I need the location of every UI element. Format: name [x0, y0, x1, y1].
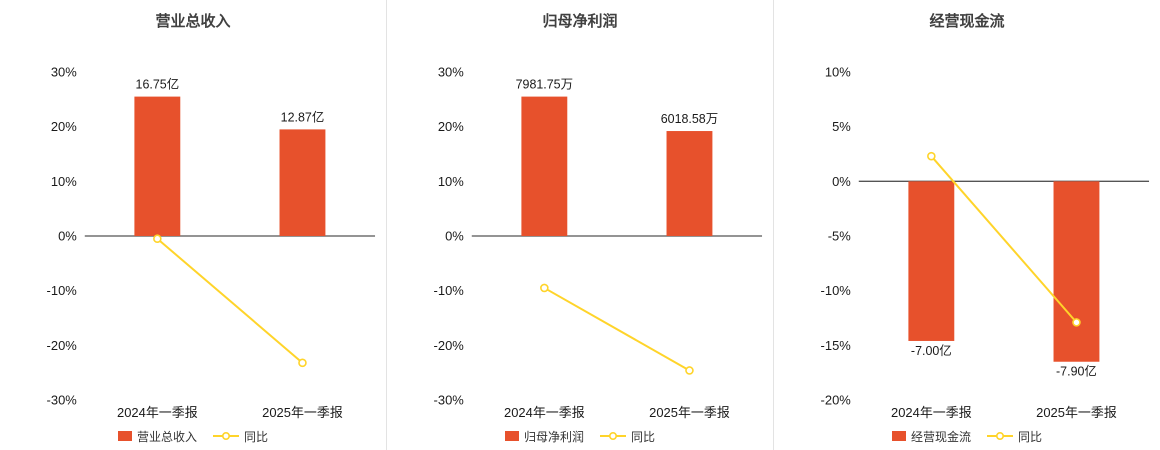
operating-revenue-legend: 营业总收入 同比 — [0, 422, 386, 450]
legend-label: 同比 — [631, 429, 656, 444]
bar-value-label: 16.75亿 — [136, 77, 180, 92]
y-tick-label: 20% — [438, 119, 464, 134]
legend-label: 同比 — [1018, 429, 1043, 444]
y-tick-label: -10% — [47, 283, 78, 298]
y-tick-label: -10% — [434, 283, 465, 298]
operating-revenue-chart: 30% 20% 10% 0% -10% -20% -30% 16.75亿 12.87亿 2024年… — [47, 64, 376, 420]
legend-label: 营业总收入 — [136, 429, 197, 444]
legend-item-series: 经营现金流 — [891, 428, 971, 445]
x-category-label: 2025年一季报 — [1036, 405, 1117, 420]
y-tick-label: -15% — [821, 338, 852, 353]
y-tick-label: 20% — [51, 119, 77, 134]
bar-value-label: 6018.58万 — [661, 112, 718, 126]
yoy-point — [153, 234, 162, 244]
legend-item-series: 归母净利润 — [504, 428, 584, 445]
operating-cash-flow-chart: 10% 5% 0% -5% -10% -15% -20% -7.00亿 -7.90亿 2024年一… — [821, 64, 1150, 420]
x-category-label: 2024年一季报 — [504, 405, 585, 420]
legend-item-yoy: 同比 — [987, 428, 1042, 445]
y-tick-label: 30% — [438, 64, 464, 79]
line-swatch-icon — [213, 431, 239, 441]
bar-1 — [1053, 181, 1100, 362]
x-category-label: 2024年一季报 — [891, 405, 972, 420]
y-tick-label: 0% — [58, 228, 77, 243]
y-tick-label: -5% — [828, 228, 852, 243]
legend-label: 归母净利润 — [523, 429, 584, 444]
net-profit-chart: 30% 20% 10% 0% -10% -20% -30% 7981.75万 6018.58万 2… — [434, 64, 763, 420]
y-tick-label: -10% — [821, 283, 852, 298]
bar-value-label: 12.87亿 — [281, 109, 325, 124]
x-category-label: 2025年一季报 — [649, 405, 730, 420]
x-category-label: 2024年一季报 — [117, 405, 198, 420]
y-tick-label: 10% — [825, 64, 851, 79]
chart-title-operating-cash-flow: 经营现金流 — [929, 13, 1005, 30]
y-tick-label: 30% — [51, 64, 77, 79]
yoy-point — [685, 366, 694, 375]
bar-0 — [521, 96, 568, 236]
operating-cash-flow-legend: 经营现金流 同比 — [774, 422, 1160, 450]
y-tick-label: -20% — [47, 338, 78, 353]
legend-label: 同比 — [244, 429, 269, 444]
y-tick-label: 0% — [832, 174, 851, 189]
yoy-line — [543, 287, 690, 372]
legend-item-yoy: 同比 — [600, 428, 655, 445]
x-category-label: 2025年一季报 — [262, 405, 343, 420]
bar-swatch-icon — [891, 431, 906, 441]
y-tick-label: 5% — [832, 119, 851, 134]
chart-panel-net-profit: 归母净利润 30% 20% 10% 0% -10% -20% -30% 7981.75万 601… — [386, 0, 773, 450]
chart-panel-operating-revenue: 营业总收入 30% 20% 10% 0% -10% -20% -30% 16.75亿 12.87… — [0, 0, 386, 450]
bar-value-label: -7.90亿 — [1056, 364, 1097, 379]
bar-swatch-icon — [504, 431, 519, 441]
bar-1 — [666, 131, 713, 236]
yoy-line — [930, 155, 1078, 324]
legend-item-series: 营业总收入 — [117, 428, 197, 445]
line-swatch-icon — [600, 431, 626, 441]
y-tick-label: -20% — [821, 392, 852, 407]
bar-1 — [279, 129, 326, 236]
net-profit-legend: 归母净利润 同比 — [387, 422, 773, 450]
chart-title-operating-revenue: 营业总收入 — [155, 13, 231, 30]
y-tick-label: 10% — [438, 174, 464, 189]
bar-value-label: 7981.75万 — [516, 78, 573, 92]
y-tick-label: -30% — [434, 392, 465, 407]
yoy-point — [540, 283, 549, 293]
chart-title-net-profit: 归母净利润 — [542, 13, 618, 30]
yoy-point — [927, 151, 936, 161]
y-tick-label: -20% — [434, 338, 465, 353]
y-tick-label: -30% — [47, 392, 78, 407]
yoy-point — [298, 358, 307, 368]
yoy-line — [156, 237, 304, 364]
y-tick-label: 0% — [445, 228, 464, 243]
y-tick-label: 10% — [51, 174, 77, 189]
bar-value-label: -7.00亿 — [911, 343, 952, 358]
bar-0 — [908, 181, 955, 341]
legend-item-yoy: 同比 — [213, 428, 268, 445]
yoy-point — [1072, 318, 1081, 327]
chart-panel-operating-cash-flow: 经营现金流 10% 5% 0% -5% -10% -15% -20% -7.00亿 -7.90亿… — [773, 0, 1160, 450]
bar-0 — [134, 96, 181, 236]
bar-swatch-icon — [117, 431, 132, 441]
legend-label: 经营现金流 — [910, 429, 971, 444]
line-swatch-icon — [987, 431, 1013, 441]
